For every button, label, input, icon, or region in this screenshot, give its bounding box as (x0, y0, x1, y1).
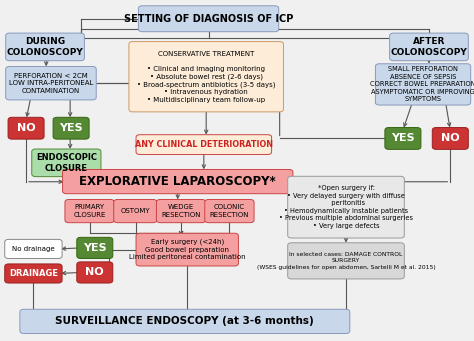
Text: ANY CLINICAL DETERIORATION: ANY CLINICAL DETERIORATION (135, 140, 273, 149)
FancyBboxPatch shape (32, 149, 101, 177)
FancyBboxPatch shape (136, 233, 238, 266)
FancyBboxPatch shape (156, 199, 206, 223)
Text: YES: YES (59, 123, 83, 133)
Text: AFTER
COLONOSCOPY: AFTER COLONOSCOPY (391, 37, 467, 57)
Text: YES: YES (391, 133, 415, 144)
FancyBboxPatch shape (138, 6, 279, 32)
Text: SETTING OF DIAGNOSIS OF ICP: SETTING OF DIAGNOSIS OF ICP (124, 14, 293, 24)
Text: No drainage: No drainage (12, 246, 55, 252)
FancyBboxPatch shape (288, 176, 404, 238)
Text: CONSERVATIVE TREATMENT

• Clinical and imaging monitoring
• Absolute bowel rest : CONSERVATIVE TREATMENT • Clinical and im… (137, 51, 275, 103)
Text: PRIMARY
CLOSURE: PRIMARY CLOSURE (73, 204, 106, 218)
Text: OSTOMY: OSTOMY (120, 208, 150, 214)
FancyBboxPatch shape (8, 117, 44, 139)
FancyBboxPatch shape (114, 199, 157, 223)
FancyBboxPatch shape (6, 66, 96, 100)
Text: YES: YES (83, 243, 107, 253)
FancyBboxPatch shape (288, 243, 404, 279)
FancyBboxPatch shape (390, 33, 468, 61)
FancyBboxPatch shape (53, 117, 89, 139)
FancyBboxPatch shape (77, 262, 113, 283)
FancyBboxPatch shape (129, 42, 283, 112)
FancyBboxPatch shape (5, 239, 62, 258)
Text: SMALL PERFORATION
ABSENCE OF SEPSIS
CORRECT BOWEL PREPARATION
ASYMPTOMATIC OR IM: SMALL PERFORATION ABSENCE OF SEPSIS CORR… (370, 66, 474, 102)
Text: WEDGE
RESECTION: WEDGE RESECTION (161, 204, 201, 218)
Text: EXPLORATIVE LAPAROSCOPY*: EXPLORATIVE LAPAROSCOPY* (79, 175, 276, 188)
FancyBboxPatch shape (385, 128, 421, 149)
Text: PERFORATION < 2CM
LOW INTRA-PERITONEAL
CONTAMINATION: PERFORATION < 2CM LOW INTRA-PERITONEAL C… (9, 73, 93, 94)
FancyBboxPatch shape (65, 199, 114, 223)
Text: DURING
COLONOSCOPY: DURING COLONOSCOPY (7, 37, 83, 57)
Text: NO: NO (85, 267, 104, 278)
Text: DRAINAGE: DRAINAGE (9, 269, 58, 278)
Text: SURVEILLANCE ENDOSCOPY (at 3-6 months): SURVEILLANCE ENDOSCOPY (at 3-6 months) (55, 316, 314, 326)
FancyBboxPatch shape (5, 264, 62, 283)
FancyBboxPatch shape (63, 169, 293, 194)
FancyBboxPatch shape (77, 237, 113, 258)
FancyBboxPatch shape (20, 309, 350, 333)
Text: COLONIC
RESECTION: COLONIC RESECTION (210, 204, 249, 218)
FancyBboxPatch shape (432, 128, 468, 149)
FancyBboxPatch shape (136, 135, 272, 154)
Text: NO: NO (17, 123, 36, 133)
Text: Early surgery (<24h)
Good bowel preparation
Limited peritoneal contamination: Early surgery (<24h) Good bowel preparat… (129, 239, 246, 261)
Text: NO: NO (441, 133, 460, 144)
Text: ENDOSCOPIC
CLOSURE: ENDOSCOPIC CLOSURE (36, 153, 97, 173)
Text: In selected cases: DAMAGE CONTROL
SURGERY
(WSES guidelines for open abdomen, Sar: In selected cases: DAMAGE CONTROL SURGER… (256, 252, 436, 270)
Text: *Open surgery if:
• Very delayed surgery with diffuse
  peritonitis
• Hemodynami: *Open surgery if: • Very delayed surgery… (279, 186, 413, 229)
FancyBboxPatch shape (6, 33, 84, 61)
FancyBboxPatch shape (375, 64, 471, 105)
FancyBboxPatch shape (205, 199, 254, 223)
